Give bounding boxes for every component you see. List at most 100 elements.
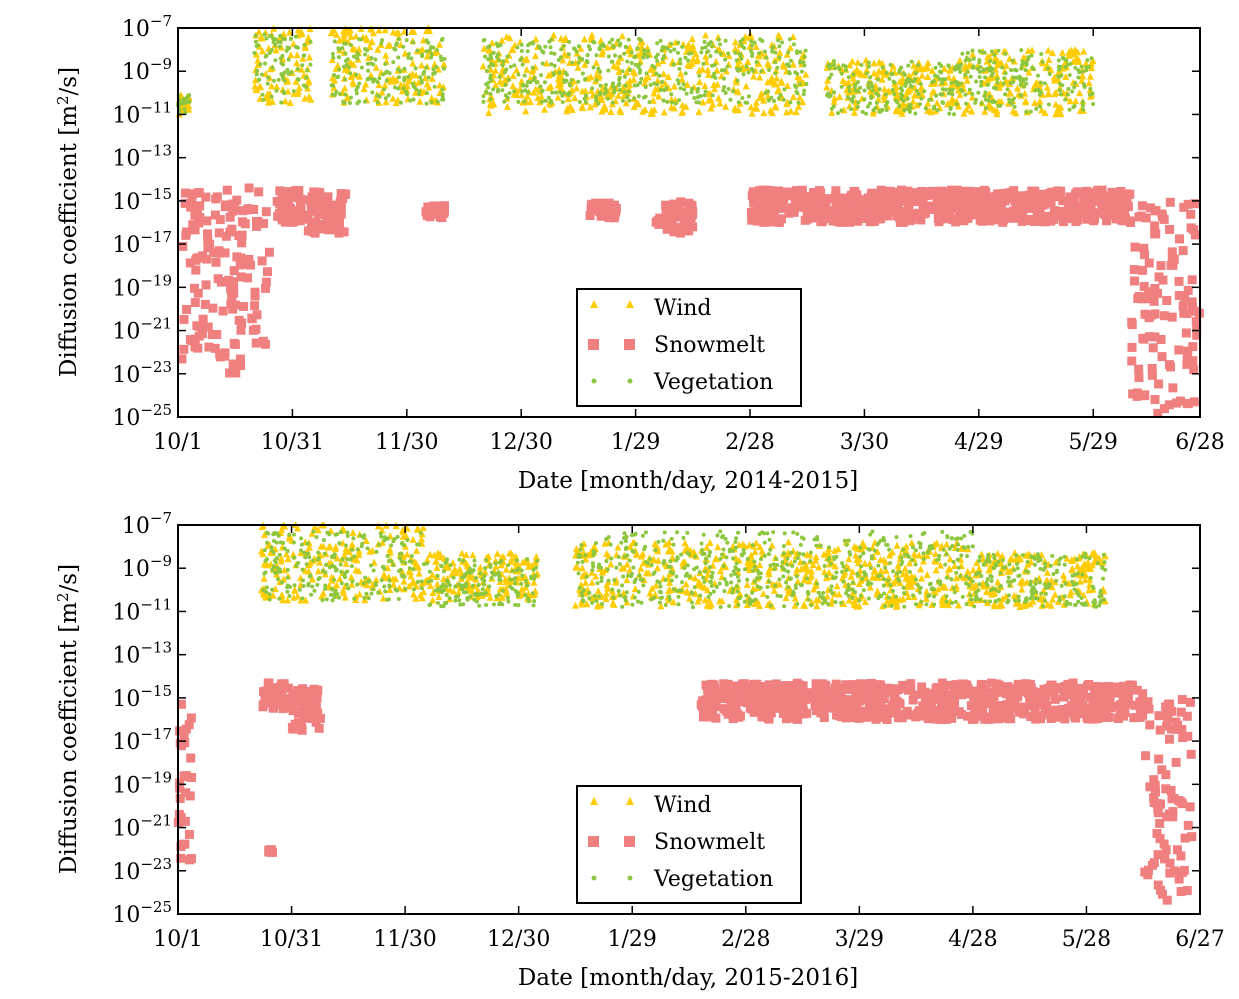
data-point-vegetation [343, 92, 348, 97]
data-point-snowmelt [950, 198, 960, 208]
data-point-vegetation [638, 38, 643, 43]
data-point-snowmelt [268, 703, 278, 713]
data-point-wind [498, 68, 506, 76]
data-point-snowmelt [1162, 295, 1172, 305]
data-point-vegetation [500, 63, 505, 68]
data-point-snowmelt [252, 221, 262, 231]
data-point-vegetation [497, 58, 502, 63]
data-point-vegetation [777, 44, 782, 49]
data-point-snowmelt [941, 714, 951, 724]
data-point-wind [783, 108, 791, 116]
data-point-vegetation [489, 78, 494, 83]
data-point-snowmelt [948, 690, 958, 700]
data-point-vegetation [641, 55, 646, 60]
data-point-snowmelt [840, 695, 850, 705]
data-point-wind [492, 81, 500, 89]
data-point-vegetation [304, 85, 309, 90]
data-point-vegetation [913, 111, 918, 116]
data-point-wind [932, 566, 940, 574]
data-point-snowmelt [889, 692, 899, 702]
data-point-snowmelt [186, 854, 196, 864]
data-point-vegetation [739, 43, 744, 48]
data-point-wind [375, 26, 383, 34]
data-point-wind [502, 575, 510, 583]
data-point-wind [650, 106, 658, 114]
data-point-snowmelt [674, 201, 684, 211]
data-point-vegetation [680, 44, 685, 49]
data-point-vegetation [274, 88, 279, 93]
data-point-wind [339, 35, 347, 43]
data-point-vegetation [979, 79, 984, 84]
data-point-snowmelt [1050, 694, 1060, 704]
data-point-vegetation [1065, 92, 1070, 97]
data-point-wind [815, 563, 823, 571]
data-point-wind [923, 571, 931, 579]
data-point-vegetation [859, 63, 864, 68]
data-point-vegetation [496, 52, 501, 57]
data-point-vegetation [1079, 64, 1084, 69]
data-point-snowmelt [1001, 689, 1011, 699]
data-point-snowmelt [1157, 765, 1167, 775]
data-point-vegetation [382, 87, 387, 92]
data-point-snowmelt [971, 192, 981, 202]
data-point-wind [486, 100, 494, 108]
data-point-wind [349, 528, 357, 536]
data-point-snowmelt [197, 329, 207, 339]
data-point-snowmelt [288, 706, 298, 716]
data-point-snowmelt [336, 209, 346, 219]
data-point-snowmelt [996, 189, 1006, 199]
data-point-snowmelt [179, 732, 189, 742]
data-point-snowmelt [1160, 854, 1170, 864]
data-point-vegetation [281, 89, 286, 94]
data-point-vegetation [829, 106, 834, 111]
data-point-snowmelt [229, 338, 239, 348]
data-point-snowmelt [1178, 246, 1188, 256]
data-point-vegetation [771, 44, 776, 49]
data-point-vegetation [434, 65, 439, 70]
data-point-snowmelt [1030, 186, 1040, 196]
data-point-snowmelt [761, 698, 771, 708]
data-point-snowmelt [981, 713, 991, 723]
data-point-wind [963, 76, 971, 84]
data-point-vegetation [417, 89, 422, 94]
data-point-wind [389, 28, 397, 36]
data-point-wind [328, 56, 336, 64]
data-point-snowmelt [876, 185, 886, 195]
data-point-snowmelt [870, 190, 880, 200]
data-point-vegetation [441, 66, 446, 71]
data-point-wind [623, 560, 631, 568]
data-point-snowmelt [965, 186, 975, 196]
data-point-wind [400, 577, 408, 585]
data-point-wind [992, 65, 1000, 73]
data-point-snowmelt [323, 218, 333, 228]
data-point-snowmelt [855, 679, 865, 689]
data-point-vegetation [683, 71, 688, 76]
data-point-wind [301, 43, 309, 51]
data-point-snowmelt [229, 266, 239, 276]
data-point-snowmelt [793, 682, 803, 692]
data-point-snowmelt [815, 194, 825, 204]
data-point-vegetation [548, 45, 553, 50]
data-point-wind [1045, 55, 1053, 63]
data-point-snowmelt [426, 203, 436, 213]
data-point-vegetation [607, 40, 612, 45]
data-point-wind [940, 582, 948, 590]
data-point-snowmelt [786, 704, 796, 714]
data-point-snowmelt [1177, 867, 1187, 877]
data-point-snowmelt [258, 702, 268, 712]
data-point-vegetation [1072, 104, 1077, 109]
data-point-wind [623, 68, 631, 76]
data-point-wind [363, 36, 371, 44]
data-point-snowmelt [1058, 217, 1068, 227]
data-point-vegetation [516, 72, 521, 77]
data-point-vegetation [1035, 73, 1040, 78]
data-point-vegetation [706, 49, 711, 54]
data-point-vegetation [332, 39, 337, 44]
data-point-snowmelt [175, 778, 185, 788]
data-point-vegetation [594, 53, 599, 58]
data-point-wind [960, 574, 968, 582]
data-point-vegetation [860, 109, 865, 114]
data-point-vegetation [605, 96, 610, 101]
data-point-snowmelt [1020, 199, 1030, 209]
data-point-vegetation [519, 42, 524, 47]
